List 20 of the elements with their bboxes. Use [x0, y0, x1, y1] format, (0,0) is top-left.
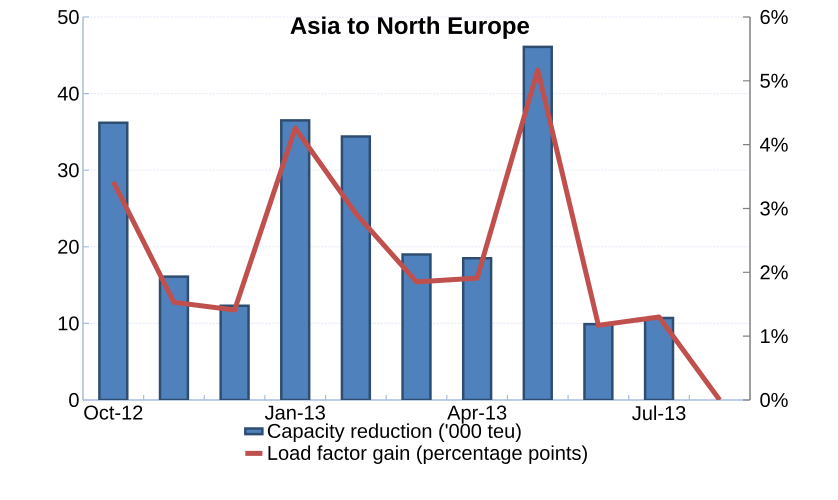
y2-tick-label: 2%: [760, 265, 788, 280]
y2-tick-label: 0%: [760, 392, 788, 408]
y-tick-label: 0: [69, 392, 79, 408]
y2-tick-label: 6%: [760, 10, 788, 24]
x-tick-label: Oct-12: [84, 406, 142, 420]
x-tick-label: Apr-13: [447, 406, 506, 424]
y2-tick-label: 5%: [760, 74, 788, 88]
x-tick-label: Jan-13: [264, 406, 325, 420]
legend-label: Capacity reduction ('000 teu): [268, 423, 521, 442]
chart-title: Asia to North Europe: [290, 16, 530, 39]
y-tick-label: 50: [58, 10, 79, 24]
y2-tick-label: 3%: [760, 201, 788, 216]
x-tick-label: Jul-13: [632, 406, 686, 420]
y-tick-label: 20: [58, 240, 79, 254]
y2-tick-label: 4%: [760, 138, 788, 152]
legend-label: Load factor gain (percentage points): [268, 445, 587, 464]
y-tick-label: 30: [58, 163, 79, 178]
y-tick-label: 10: [58, 316, 79, 330]
y-tick-label: 40: [58, 86, 79, 101]
y2-tick-label: 1%: [761, 329, 788, 344]
